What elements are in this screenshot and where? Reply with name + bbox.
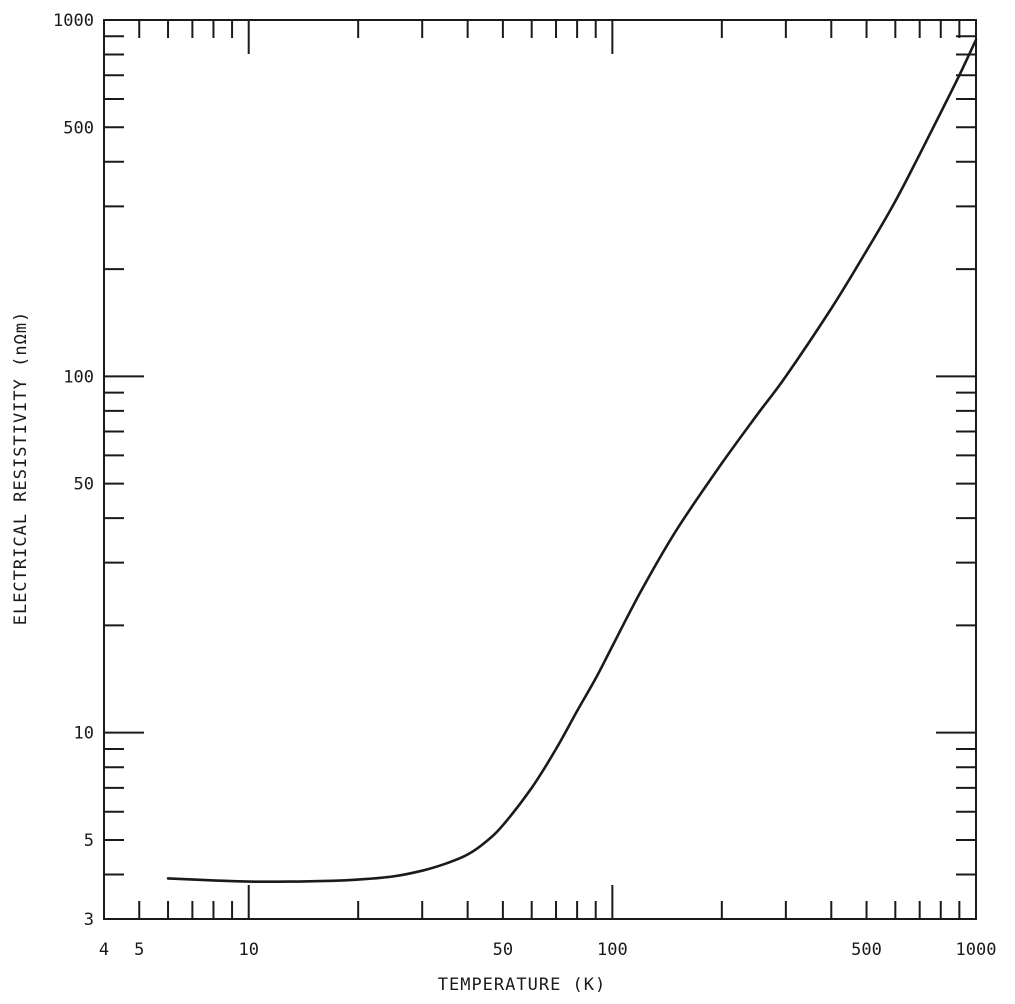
y-axis-label: ELECTRICAL RESISTIVITY (nΩm): [11, 311, 31, 626]
plot-frame: [103, 19, 977, 920]
x-tick-label: 10: [238, 940, 258, 960]
y-tick-label: 50: [74, 475, 94, 495]
x-tick-label: 500: [851, 940, 882, 960]
x-axis-label: TEMPERATURE (K): [438, 975, 607, 995]
x-tick-label: 100: [597, 940, 628, 960]
y-tick-label: 1000: [53, 11, 94, 31]
x-tick-label: 4: [99, 940, 109, 960]
y-tick-label: 3: [84, 910, 94, 930]
y-tick-labels: 3 5 10 50 100 500 1000: [53, 11, 94, 930]
x-tick-label: 1000: [956, 940, 997, 960]
y-tick-label: 100: [63, 367, 94, 387]
resistivity-curve: [166, 38, 978, 884]
x-tick-label: 50: [493, 940, 513, 960]
y-tick-label: 5: [84, 831, 94, 851]
y-tick-label: 500: [63, 118, 94, 138]
x-tick-label: 5: [134, 940, 144, 960]
y-tick-label: 10: [74, 724, 94, 744]
axis-ticks: [104, 20, 976, 919]
x-tick-labels: 4 5 10 50 100 500 1000: [99, 940, 997, 960]
